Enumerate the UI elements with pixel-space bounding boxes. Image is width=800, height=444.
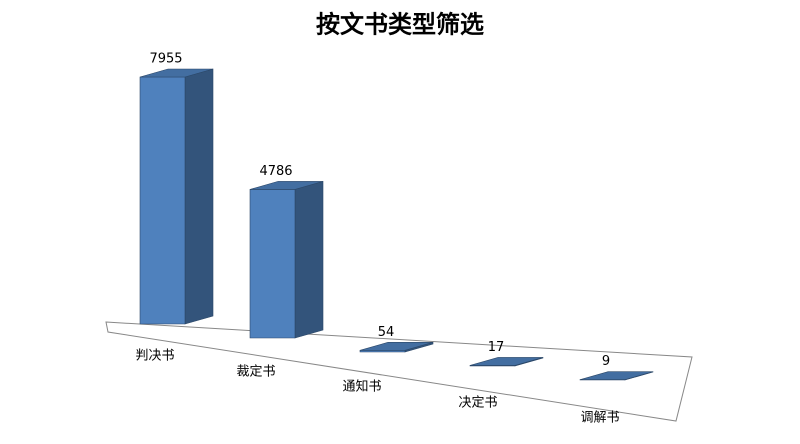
bar-top bbox=[579, 371, 654, 381]
chart-title: 按文书类型筛选 bbox=[316, 10, 484, 39]
bar-top bbox=[139, 68, 214, 78]
bar-top bbox=[249, 181, 324, 190]
bar bbox=[579, 371, 654, 381]
bar-front bbox=[249, 189, 296, 339]
x-tick-label: 判决书 bbox=[135, 349, 174, 364]
bar bbox=[469, 357, 544, 367]
bar bbox=[249, 180, 324, 339]
bar-side bbox=[184, 68, 214, 325]
bar-top bbox=[469, 357, 544, 366]
bar-side bbox=[294, 180, 324, 339]
data-label: 17 bbox=[488, 340, 505, 355]
bar bbox=[359, 341, 434, 353]
data-label: 54 bbox=[378, 325, 395, 340]
x-tick-label: 通知书 bbox=[342, 379, 381, 395]
data-label: 4786 bbox=[259, 164, 292, 179]
x-tick-label: 决定书 bbox=[458, 396, 497, 411]
data-label: 9 bbox=[602, 354, 610, 369]
bar-top bbox=[359, 342, 434, 351]
x-tick-label: 裁定书 bbox=[236, 364, 275, 380]
floor bbox=[105, 321, 693, 422]
bar bbox=[139, 68, 214, 325]
x-tick-label: 调解书 bbox=[580, 411, 619, 426]
bar-front bbox=[139, 76, 186, 325]
data-label: 7955 bbox=[149, 52, 182, 67]
